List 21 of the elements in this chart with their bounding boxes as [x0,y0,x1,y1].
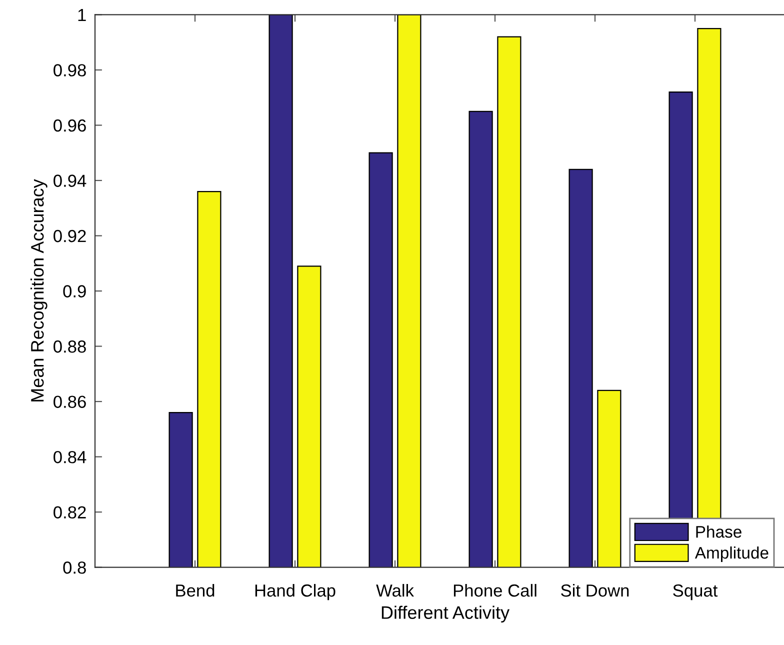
x-tick-label: Hand Clap [255,584,336,600]
y-tick-label: 0.88 [54,340,86,353]
y-tick-label: 0.98 [54,64,86,76]
x-tick-label: Squat [673,584,718,600]
y-axis-title: Mean Recognition Accuracy [30,179,48,402]
y-tick-label: 1 [78,9,86,21]
x-tick-label: Bend [176,584,214,597]
legend-label: Phase [696,526,742,538]
x-tick-label: Sit Down [561,584,629,597]
y-tick-label: 0.96 [54,119,86,132]
legend-label: Amplitude [694,546,768,562]
y-tick-label: 0.9 [63,285,86,298]
y-tick-label: 0.84 [54,450,86,464]
y-tick-label: 0.94 [54,174,86,187]
x-axis-title: Different Activity [382,606,510,623]
x-tick-label: Phone Call [454,584,536,597]
x-tick-label: Walk [376,584,414,597]
y-tick-label: 0.92 [54,230,86,242]
y-tick-label: 0.82 [54,506,86,518]
y-tick-label: 0.86 [54,396,86,408]
y-tick-label: 0.8 [63,561,86,574]
